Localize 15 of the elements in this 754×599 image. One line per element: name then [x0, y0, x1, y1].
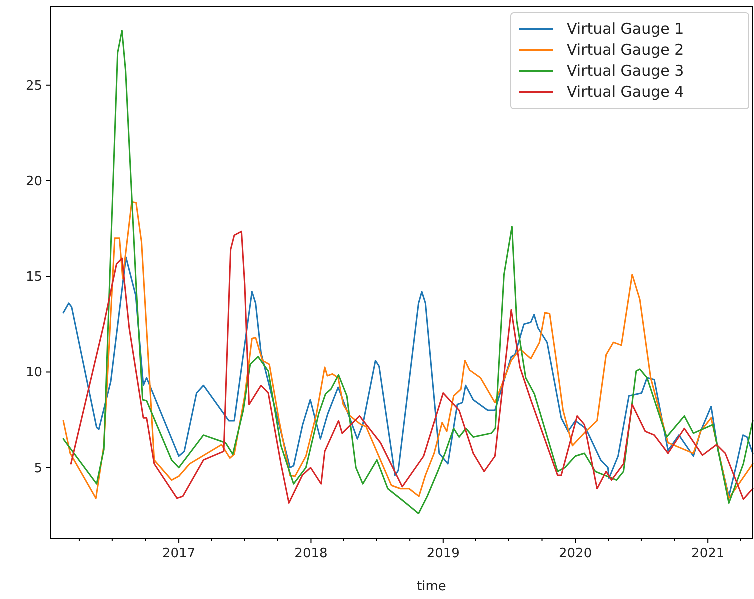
y-tick-label: 15 [26, 270, 42, 286]
legend-label: Virtual Gauge 3 [567, 62, 684, 80]
x-tick-label: 2021 [692, 546, 725, 562]
y-tick-label: 20 [26, 174, 42, 190]
legend-label: Virtual Gauge 4 [567, 83, 684, 101]
x-tick-label: 2018 [294, 546, 328, 562]
x-tick-label: 2019 [426, 546, 460, 562]
legend-label: Virtual Gauge 2 [567, 41, 684, 59]
y-tick-label: 25 [26, 78, 42, 94]
y-tick-label: 10 [26, 366, 42, 381]
x-tick-label: 2017 [162, 546, 196, 562]
y-tick-label: 5 [34, 461, 42, 476]
x-tick-label: 2020 [559, 546, 592, 562]
x-axis-title: time [417, 580, 446, 595]
legend-label: Virtual Gauge 1 [567, 20, 684, 38]
